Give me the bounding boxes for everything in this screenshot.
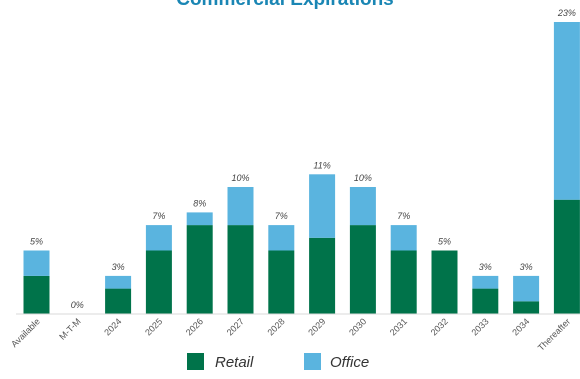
data-label: 7% (275, 211, 288, 221)
bar-office-2031 (390, 225, 417, 251)
legend: Retail Office (187, 353, 369, 371)
x-tick-labels-group: Available M-T-M 2024 2025 2026 2027 2028 2029 20… (9, 316, 572, 352)
bar-retail-available (23, 275, 50, 314)
bar-office-2034 (513, 275, 540, 302)
data-label: 3% (479, 262, 492, 272)
x-tick-label: M-T-M (57, 316, 82, 341)
x-tick-label: 2024 (102, 316, 123, 337)
bar-retail-2025 (145, 250, 172, 314)
bar-retail-2033 (472, 288, 499, 314)
bar-office-2028 (268, 225, 295, 251)
bar-office-2033 (472, 275, 499, 289)
x-tick-label: 2025 (143, 316, 164, 337)
legend-swatch-office (304, 353, 321, 370)
data-label: 3% (520, 262, 533, 272)
x-tick-label: Thereafter (536, 316, 572, 352)
data-label: 11% (313, 160, 330, 170)
chart-title: Commercial Expirations (176, 0, 394, 10)
bar-retail-2026 (186, 225, 213, 314)
data-label: 7% (152, 211, 165, 221)
x-tick-label: 2027 (225, 316, 246, 337)
x-tick-label: 2029 (306, 316, 327, 337)
x-tick-label: Available (9, 316, 42, 349)
bar-retail-2029 (309, 237, 336, 314)
data-label: 3% (112, 262, 125, 272)
x-tick-label: 2028 (265, 316, 286, 337)
data-label: 5% (438, 237, 451, 247)
legend-label-retail: Retail (215, 354, 254, 371)
data-label: 23% (557, 8, 576, 18)
bar-retail-2027 (227, 225, 254, 314)
bar-retail-2032 (431, 250, 458, 314)
bar-retail-thereafter (553, 199, 580, 314)
bar-office-2026 (186, 212, 213, 226)
bar-retail-2034 (513, 301, 540, 314)
bar-office-2025 (145, 225, 172, 251)
bar-office-2024 (105, 275, 132, 289)
x-tick-label: 2031 (388, 316, 409, 337)
bar-retail-2028 (268, 250, 295, 314)
x-tick-label: 2026 (184, 316, 205, 337)
x-tick-label: 2034 (510, 316, 531, 337)
x-tick-label: 2032 (429, 316, 450, 337)
data-label: 10% (231, 173, 249, 183)
bar-office-available (23, 250, 50, 276)
bar-office-2027 (227, 187, 254, 226)
bar-retail-2030 (349, 225, 376, 314)
data-label: 0% (71, 300, 84, 310)
bar-office-2029 (309, 174, 336, 238)
bar-office-thereafter (553, 22, 580, 200)
bars-group (23, 22, 580, 314)
x-tick-label: 2033 (469, 316, 490, 337)
x-tick-label: 2030 (347, 316, 368, 337)
bar-office-2030 (349, 187, 376, 226)
data-label: 10% (354, 173, 372, 183)
legend-label-office: Office (330, 354, 369, 371)
bar-retail-2024 (105, 288, 132, 314)
data-label: 7% (397, 211, 410, 221)
data-labels-group: 5% 0% 3% 7% 8% 10% 7% 11% 10% 7% 5% 3% 3% 23% (30, 8, 576, 310)
data-label: 5% (30, 237, 43, 247)
bar-retail-2031 (390, 250, 417, 314)
data-label: 8% (193, 198, 206, 208)
legend-swatch-retail (187, 353, 204, 370)
